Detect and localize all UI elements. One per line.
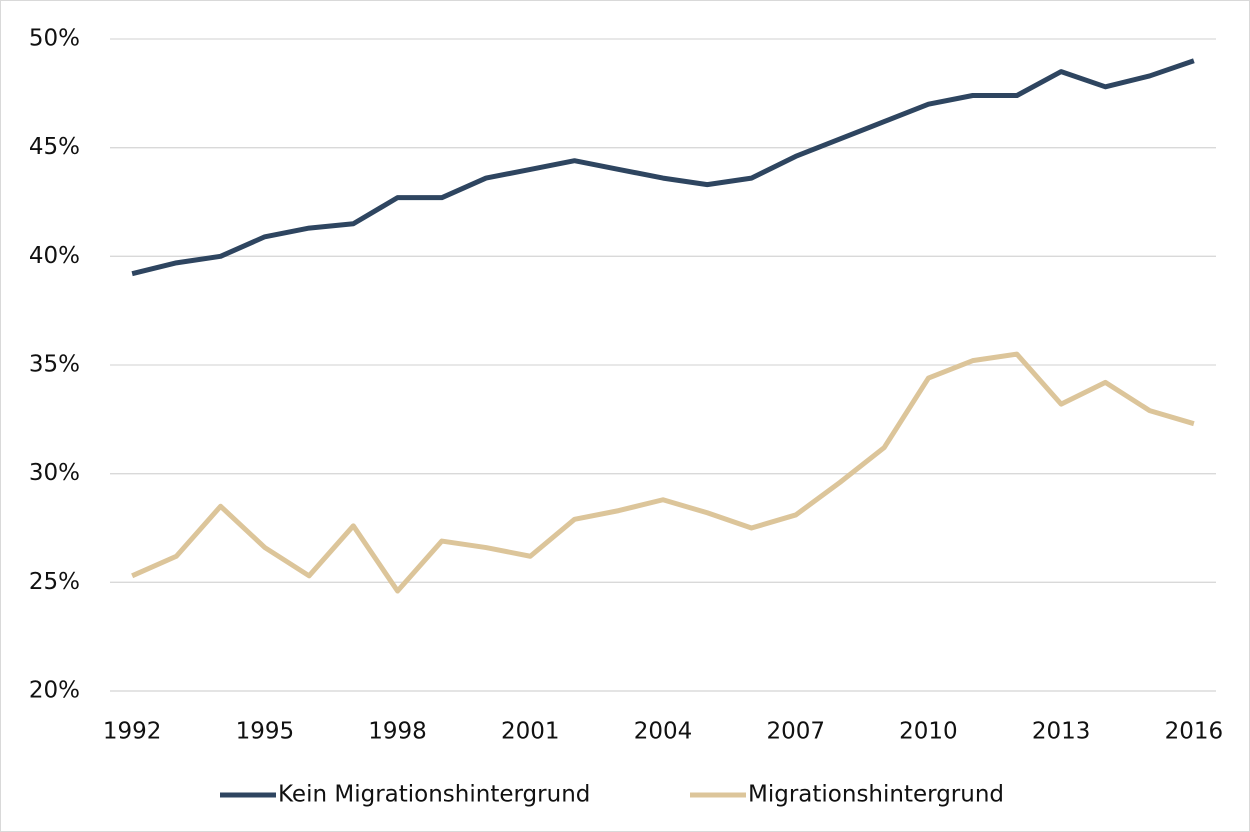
legend-label: Migrationshintergrund xyxy=(748,782,1004,808)
y-tick-label: 20% xyxy=(29,678,80,704)
line-series xyxy=(131,351,1195,594)
x-tick-label: 1992 xyxy=(103,719,162,745)
line-series xyxy=(131,58,1195,277)
x-tick-label: 2010 xyxy=(899,719,958,745)
x-tick-label: 2007 xyxy=(766,719,825,745)
y-tick-label: 40% xyxy=(29,243,80,269)
y-tick-label: 35% xyxy=(29,352,80,378)
x-tick-label: 2013 xyxy=(1032,719,1091,745)
legend-label: Kein Migrationshintergrund xyxy=(278,782,590,808)
x-tick-label: 2004 xyxy=(634,719,693,745)
y-tick-label: 50% xyxy=(29,26,80,52)
x-tick-label: 2001 xyxy=(501,719,560,745)
x-tick-label: 1998 xyxy=(368,719,427,745)
x-tick-label: 2016 xyxy=(1165,719,1224,745)
y-tick-label: 25% xyxy=(29,569,80,595)
y-tick-label: 45% xyxy=(29,134,80,160)
x-tick-label: 1995 xyxy=(236,719,295,745)
y-tick-label: 30% xyxy=(29,460,80,486)
